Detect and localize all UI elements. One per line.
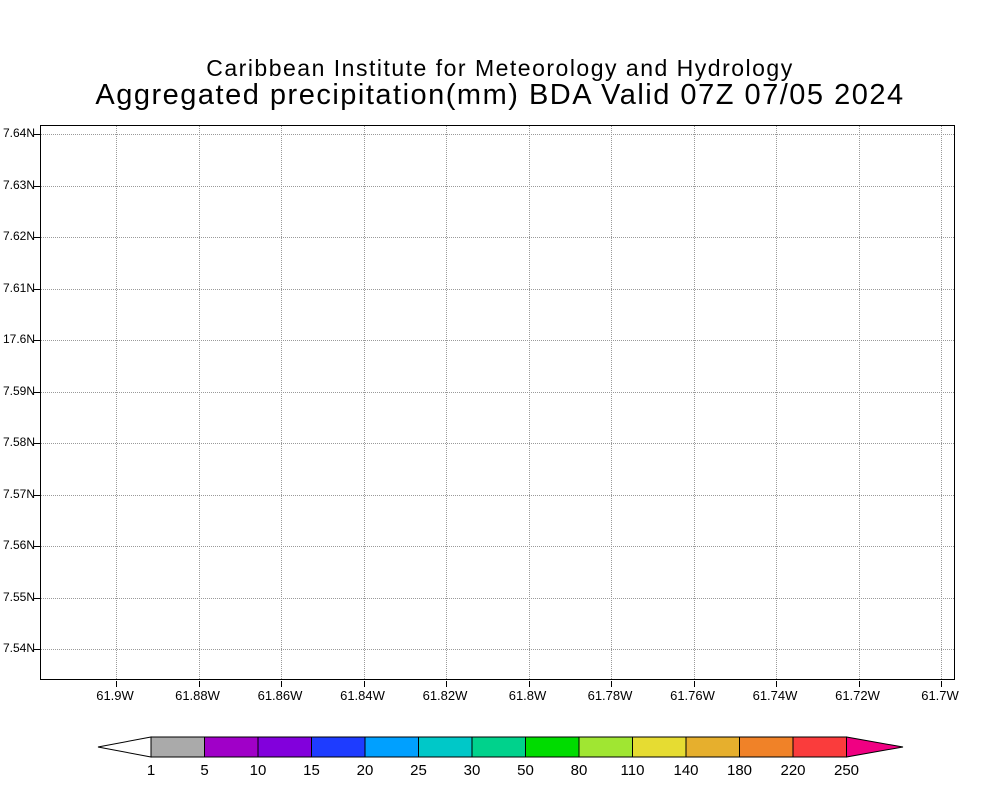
h-grid-line xyxy=(34,134,954,135)
v-grid-line xyxy=(693,126,695,687)
h-grid-line xyxy=(34,649,954,650)
x-tick-label: 61.84W xyxy=(340,688,385,703)
y-tick-label: 7.54N xyxy=(2,641,35,655)
colorbar-segment xyxy=(257,736,312,758)
colorbar-segment xyxy=(364,736,419,758)
colorbar-level-label: 110 xyxy=(620,762,645,779)
x-tick-label: 61.78W xyxy=(587,688,633,703)
v-grid-line xyxy=(281,126,282,687)
colorbar-level-label: 25 xyxy=(410,762,427,779)
colorbar-level-label: 20 xyxy=(356,762,374,779)
colorbar-arrow-right xyxy=(846,736,904,758)
colorbar-segment xyxy=(311,736,366,758)
colorbar-segment xyxy=(525,736,580,758)
v-grid-line xyxy=(198,126,200,687)
y-tick-label: 7.64N xyxy=(2,126,35,140)
y-tick-label: 7.63N xyxy=(2,177,35,192)
colorbar-level-label: 220 xyxy=(780,762,806,779)
y-tick-label: 7.62N xyxy=(2,229,35,243)
x-tick-label: 61.82W xyxy=(422,688,468,703)
h-grid-line xyxy=(34,391,954,393)
y-tick-label: 7.55N xyxy=(2,589,35,604)
colorbar-level-label: 15 xyxy=(303,762,320,779)
x-tick-label: 61.9W xyxy=(96,688,134,703)
colorbar-segment xyxy=(792,736,847,758)
y-tick-label: 7.58N xyxy=(2,435,35,449)
v-grid-line xyxy=(858,126,860,687)
v-grid-line xyxy=(611,126,612,687)
y-tick-label: 7.57N xyxy=(2,486,35,501)
h-grid-line xyxy=(34,443,954,444)
chart-title: Aggregated precipitation(mm) BDA Valid 0… xyxy=(95,79,905,111)
v-grid-line xyxy=(446,126,447,687)
v-grid-line xyxy=(776,126,777,687)
h-grid-line xyxy=(34,597,954,599)
h-grid-line xyxy=(34,494,954,496)
x-tick-label: 61.86W xyxy=(257,688,303,703)
colorbar-segment xyxy=(578,736,633,758)
colorbar-level-label: 5 xyxy=(200,762,209,779)
h-grid-line xyxy=(34,340,954,341)
x-tick-label: 61.88W xyxy=(175,688,220,703)
x-tick-label: 61.74W xyxy=(752,688,798,703)
colorbar xyxy=(97,736,904,758)
colorbar-level-label: 30 xyxy=(463,762,481,779)
v-grid-line xyxy=(116,126,117,687)
colorbar-level-label: 50 xyxy=(517,762,534,779)
x-tick-label: 61.72W xyxy=(835,688,880,703)
y-tick-label: 17.6N xyxy=(2,332,35,346)
colorbar-level-label: 180 xyxy=(726,762,753,779)
y-tick-label: 7.59N xyxy=(2,383,35,398)
v-grid-line xyxy=(528,126,530,687)
colorbar-segment xyxy=(471,736,526,758)
colorbar-segment xyxy=(418,736,473,758)
x-tick-label: 61.76W xyxy=(670,688,715,703)
colorbar-segment xyxy=(204,736,259,758)
colorbar-level-label: 10 xyxy=(249,762,267,779)
colorbar-arrow-left xyxy=(97,736,152,758)
colorbar-level-label: 140 xyxy=(673,762,699,779)
h-grid-line xyxy=(34,185,954,187)
x-tick-label: 61.7W xyxy=(921,688,959,703)
colorbar-segment xyxy=(150,736,205,758)
colorbar-segment xyxy=(685,736,740,758)
plot-area xyxy=(34,125,955,687)
colorbar-labels: 1 5 10 15 20 25 30 50 80 110 140 180 220… xyxy=(97,762,905,780)
chart-subtitle: Caribbean Institute for Meteorology and … xyxy=(206,55,794,81)
y-tick-label: 7.56N xyxy=(2,538,35,552)
y-tick-label: 7.61N xyxy=(2,280,35,295)
colorbar-level-label: 80 xyxy=(570,762,588,779)
v-grid-line xyxy=(363,126,365,687)
colorbar-level-label: 1 xyxy=(146,762,156,779)
colorbar-level-label: 250 xyxy=(833,762,860,779)
h-grid-line xyxy=(34,237,954,238)
v-grid-line xyxy=(941,126,942,687)
x-tick-label: 61.8W xyxy=(508,688,547,703)
colorbar-segment xyxy=(739,736,794,758)
h-grid-line xyxy=(34,288,954,290)
colorbar-segment xyxy=(632,736,687,758)
h-grid-line xyxy=(34,546,954,547)
